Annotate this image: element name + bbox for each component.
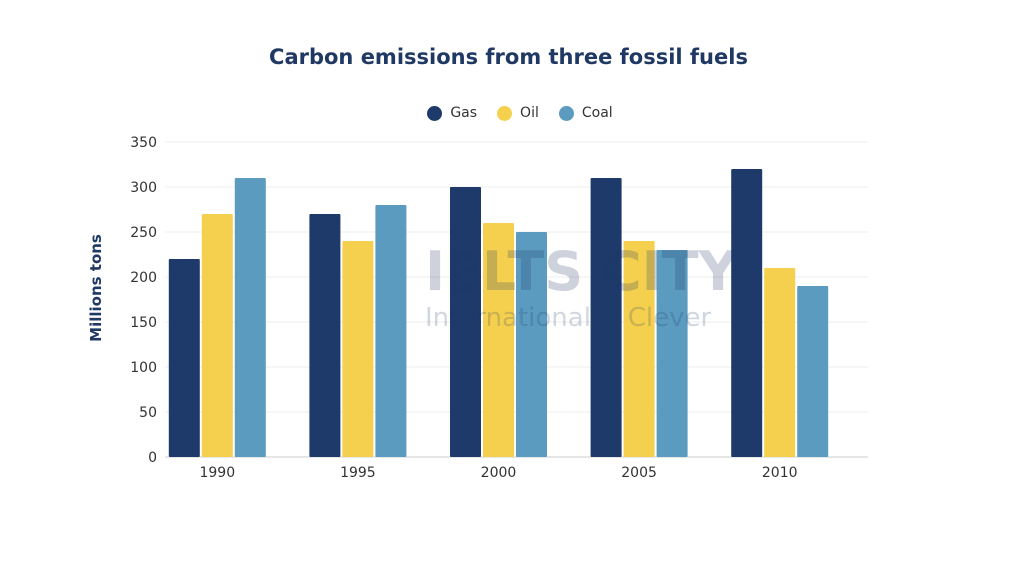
legend-label: Oil [520, 105, 539, 121]
bar-coal-2000 [516, 232, 547, 457]
bar-oil-2010 [764, 268, 796, 457]
bar-oil-1990 [201, 214, 233, 457]
bar-coal-1990 [234, 178, 266, 457]
bar-gas-1990 [168, 259, 200, 457]
y-tick-label: 50 [139, 405, 157, 421]
legend-item-coal: Coal [558, 105, 613, 121]
y-tick-label: 350 [130, 135, 157, 151]
y-tick-label: 200 [130, 270, 157, 286]
chart-title: Carbon emissions from three fossil fuels [269, 45, 748, 69]
y-tick-label: 300 [130, 180, 157, 196]
legend: Gas Oil Coal [8, 105, 1024, 121]
bar-coal-2005 [656, 250, 688, 457]
legend-swatch [427, 105, 443, 121]
x-tick-label: 2010 [762, 465, 798, 481]
x-tick-label: 1995 [340, 465, 376, 481]
x-tick-label: 2005 [621, 465, 657, 481]
x-tick-label: 2000 [481, 465, 517, 481]
bar-gas-1995 [309, 214, 341, 457]
y-tick-label: 150 [130, 315, 157, 331]
legend-item-gas: Gas [427, 105, 477, 121]
legend-item-oil: Oil [497, 105, 539, 121]
legend-label: Gas [450, 105, 478, 121]
legend-swatch [497, 105, 513, 121]
bar-oil-2000 [483, 223, 514, 457]
bar-oil-2005 [623, 241, 655, 457]
x-tick-label: 1990 [199, 465, 235, 481]
bar-oil-1995 [342, 241, 374, 457]
y-tick-label: 100 [130, 360, 157, 376]
y-tick-label: 0 [148, 450, 157, 466]
y-tick-label: 250 [130, 225, 157, 241]
legend-swatch [558, 105, 574, 121]
legend-label: Coal [581, 105, 613, 121]
bar-gas-2010 [731, 169, 763, 457]
bar-gas-2000 [450, 187, 481, 457]
bar-coal-1995 [375, 205, 407, 457]
bar-gas-2005 [590, 178, 622, 457]
bar-coal-2010 [797, 286, 829, 457]
